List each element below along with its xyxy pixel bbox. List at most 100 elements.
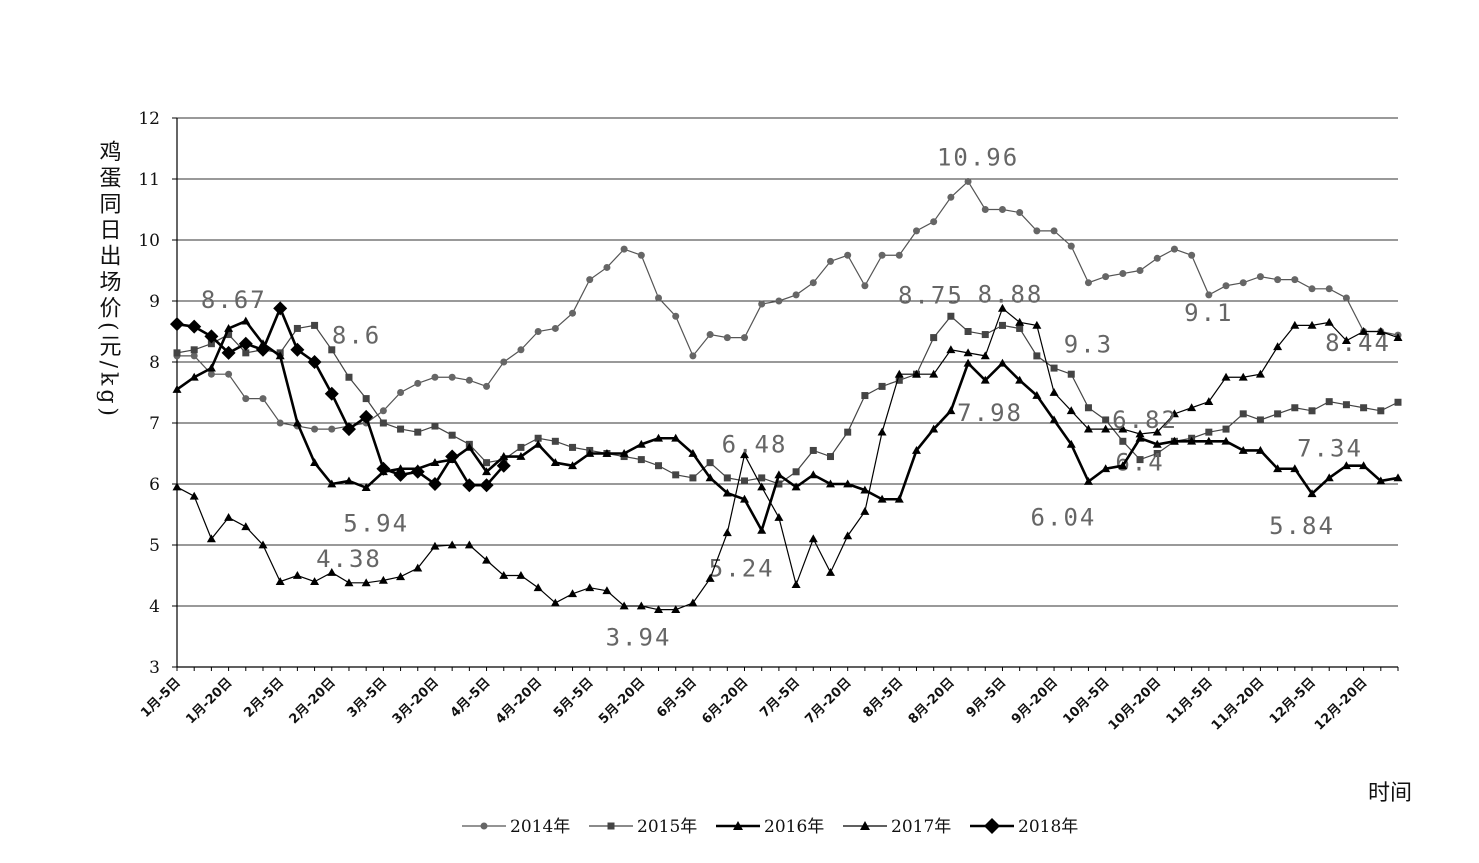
point	[258, 540, 268, 549]
point	[980, 351, 990, 360]
point	[1049, 388, 1059, 396]
point	[655, 294, 663, 302]
point	[362, 395, 370, 403]
point	[723, 474, 731, 482]
point	[204, 329, 219, 344]
point	[1377, 407, 1385, 415]
point	[603, 263, 611, 271]
point	[1273, 464, 1283, 473]
value-label: 8.67	[201, 286, 267, 314]
point	[1083, 477, 1093, 485]
point	[809, 446, 817, 454]
point	[379, 407, 387, 415]
point	[517, 346, 525, 354]
point	[242, 395, 250, 403]
point	[225, 331, 233, 339]
point	[430, 458, 440, 467]
point	[396, 572, 406, 581]
point	[878, 382, 886, 390]
point	[1066, 439, 1076, 448]
point	[533, 583, 543, 592]
point	[1067, 242, 1075, 250]
point	[1359, 327, 1369, 335]
point	[1238, 372, 1248, 381]
point	[376, 461, 391, 476]
point	[1152, 439, 1162, 448]
point	[997, 303, 1007, 312]
point	[1033, 352, 1041, 360]
value-label: 7.98	[957, 399, 1023, 427]
point	[619, 449, 629, 457]
point	[1376, 476, 1386, 485]
point	[1308, 285, 1316, 293]
point	[414, 428, 422, 436]
point	[808, 470, 818, 479]
point	[877, 427, 887, 436]
value-label: 10.96	[937, 143, 1019, 171]
point	[981, 331, 989, 339]
point	[499, 452, 509, 460]
point	[844, 428, 852, 436]
point	[947, 193, 955, 201]
point	[1274, 276, 1282, 284]
point	[464, 540, 474, 549]
point	[1255, 445, 1265, 454]
point	[206, 363, 216, 372]
point	[672, 312, 680, 320]
point	[1222, 425, 1230, 433]
point	[808, 534, 818, 543]
point	[963, 348, 973, 357]
point	[1204, 436, 1214, 445]
value-label: 9.1	[1184, 299, 1233, 327]
point	[328, 346, 336, 354]
point	[1050, 364, 1058, 372]
point	[1307, 489, 1317, 498]
point	[1342, 294, 1350, 302]
point	[758, 300, 766, 308]
point	[483, 459, 491, 467]
legend-label: 2014年	[510, 817, 570, 837]
point	[672, 471, 680, 479]
point	[843, 531, 853, 540]
point	[689, 474, 697, 482]
x-tick-label: 9月-5日	[964, 675, 1010, 721]
point	[636, 601, 646, 610]
point	[397, 389, 405, 396]
value-label: 5.94	[343, 510, 409, 538]
point	[1066, 406, 1076, 415]
legend-marker	[480, 822, 488, 830]
point	[1032, 320, 1042, 329]
point	[1291, 404, 1299, 412]
point	[775, 480, 783, 488]
point	[1084, 404, 1092, 412]
point	[1290, 464, 1300, 473]
point	[464, 442, 474, 451]
point	[981, 206, 989, 213]
point	[344, 578, 354, 587]
point	[255, 342, 270, 357]
point	[1101, 464, 1111, 473]
x-tick-label: 7月-20日	[803, 675, 855, 727]
x-tick-label: 3月-5日	[345, 675, 391, 721]
point	[1324, 473, 1334, 482]
point	[516, 452, 526, 460]
point	[844, 251, 852, 259]
point	[671, 605, 681, 614]
value-label: 4.38	[316, 545, 382, 573]
point	[757, 482, 767, 491]
point	[792, 291, 800, 299]
point	[1032, 391, 1042, 399]
point	[1239, 279, 1247, 287]
point	[1135, 433, 1145, 442]
point	[586, 276, 594, 284]
point	[483, 382, 491, 390]
x-tick-label: 7月-5日	[757, 675, 803, 721]
x-tick-label: 1月-5日	[138, 675, 184, 721]
point	[894, 494, 904, 503]
point	[517, 443, 525, 451]
point	[1393, 333, 1403, 341]
y-tick-label: 3	[149, 658, 160, 678]
point	[1204, 397, 1214, 406]
point	[1169, 436, 1179, 445]
